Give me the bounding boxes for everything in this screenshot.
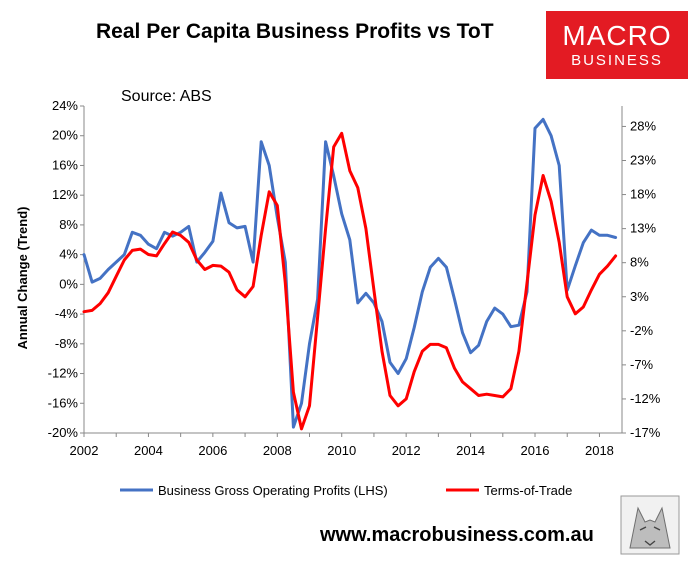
- right-tick-label: -12%: [630, 391, 661, 406]
- right-tick-label: 18%: [630, 187, 656, 202]
- logo-text-macro: MACRO: [562, 20, 671, 51]
- x-tick-label: 2014: [456, 443, 485, 458]
- right-tick-label: -2%: [630, 323, 654, 338]
- right-tick-label: 3%: [630, 289, 649, 304]
- right-tick-label: 13%: [630, 221, 656, 236]
- left-tick-label: -8%: [55, 336, 79, 351]
- wolf-logo-icon: [620, 495, 680, 555]
- left-tick-label: 0%: [59, 276, 78, 291]
- left-tick-label: 8%: [59, 217, 78, 232]
- left-tick-label: 20%: [52, 128, 78, 143]
- logo-text-business: BUSINESS: [571, 52, 663, 69]
- chart-source: Source: ABS: [121, 88, 212, 105]
- macrobusiness-logo: MACRO BUSINESS: [546, 11, 688, 79]
- left-axis-ticks: 24% 20% 16% 12% 8% 4% 0% -4% -8% -12% -16% -20%: [48, 98, 84, 440]
- x-tick-label: 2004: [134, 443, 163, 458]
- x-tick-label: 2006: [198, 443, 227, 458]
- x-axis-ticks: 2002 2004 2006 2008 2010 2012 2014 2016 2018: [70, 433, 614, 458]
- legend: Business Gross Operating Profits (LHS) T…: [120, 483, 572, 498]
- y-axis-title: Annual Change (Trend): [15, 207, 30, 350]
- x-tick-label: 2010: [327, 443, 356, 458]
- plot-area: [82, 106, 623, 434]
- right-tick-label: -17%: [630, 425, 661, 440]
- left-tick-label: -16%: [48, 395, 79, 410]
- left-tick-label: 4%: [59, 247, 78, 262]
- x-tick-label: 2018: [585, 443, 614, 458]
- right-tick-label: 8%: [630, 255, 649, 270]
- right-tick-label: 23%: [630, 153, 656, 168]
- left-tick-label: 16%: [52, 157, 78, 172]
- chart-title: Real Per Capita Business Profits vs ToT: [96, 20, 494, 43]
- left-tick-label: -12%: [48, 366, 79, 381]
- footer-url: www.macrobusiness.com.au: [319, 524, 594, 546]
- right-tick-label: 28%: [630, 118, 656, 133]
- x-tick-label: 2012: [392, 443, 421, 458]
- legend-label-profits: Business Gross Operating Profits (LHS): [158, 483, 388, 498]
- legend-label-tot: Terms-of-Trade: [484, 483, 572, 498]
- right-tick-label: -7%: [630, 357, 654, 372]
- right-axis-ticks: 28% 23% 18% 13% 8% 3% -2% -7% -12% -17%: [622, 118, 661, 440]
- series-line-terms-of-trade: [82, 131, 618, 431]
- left-tick-label: -4%: [55, 306, 79, 321]
- x-tick-label: 2016: [521, 443, 550, 458]
- x-tick-label: 2008: [263, 443, 292, 458]
- left-tick-label: 12%: [52, 187, 78, 202]
- left-tick-label: 24%: [52, 98, 78, 113]
- left-tick-label: -20%: [48, 425, 79, 440]
- x-tick-label: 2002: [70, 443, 99, 458]
